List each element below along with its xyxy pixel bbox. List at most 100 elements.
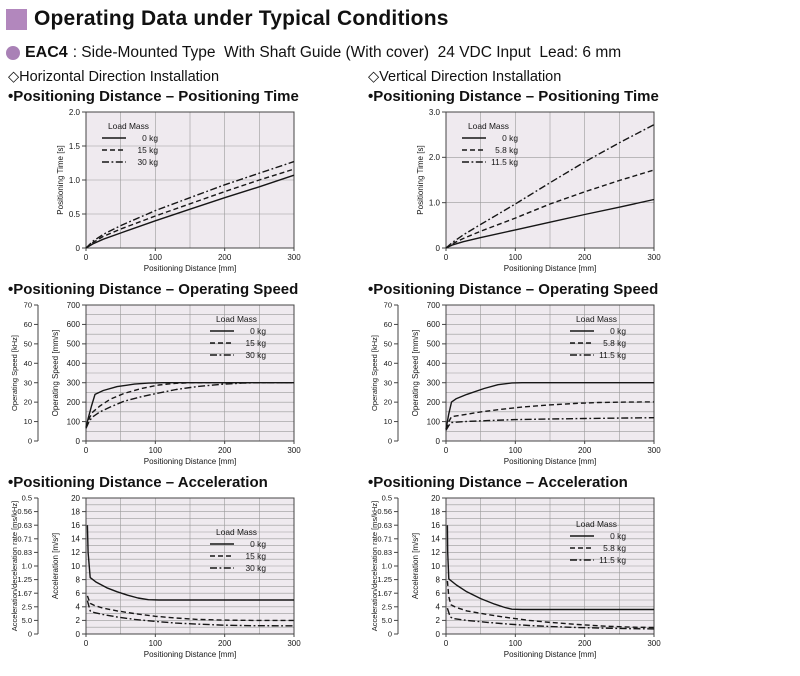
legend-label: 5.8 kg [495, 145, 518, 155]
chart-grid: ◇Horizontal Direction Installation ◇Vert… [6, 69, 792, 664]
outer-axis-tick-label: 0 [28, 630, 32, 639]
x-axis-label: Positioning Distance [mm] [504, 264, 596, 273]
column-header-vertical: ◇Vertical Direction Installation [368, 69, 562, 85]
outer-axis-tick-label: 70 [384, 301, 392, 310]
outer-axis-tick-label: 30 [24, 378, 32, 387]
series-line-11.5-kg [446, 607, 655, 630]
y-tick-label: 0 [436, 244, 441, 253]
y-tick-label: 14 [431, 535, 440, 544]
section-square-marker [6, 8, 27, 30]
page-title: Operating Data under Typical Conditions [34, 7, 449, 30]
x-tick-label: 100 [149, 639, 163, 648]
legend-title: Load Mass [216, 527, 257, 537]
series-line-0-kg [445, 381, 654, 430]
chart-operating-speed-vertical: •Positioning Distance – Operating Speed … [366, 280, 792, 471]
outer-axis-tick-label: 0.56 [17, 507, 32, 516]
y-tick-label: 2 [436, 616, 441, 625]
outer-axis-tick-label: 30 [384, 378, 392, 387]
legend-label: 0 kg [610, 326, 626, 336]
outer-axis-tick-label: 1.0 [22, 562, 32, 571]
y-tick-label: 300 [67, 379, 81, 388]
series-line-11.5-kg [445, 417, 655, 431]
series-line-0-kg [85, 174, 295, 249]
outer-axis-tick-label: 0.63 [377, 521, 392, 530]
plot-border [445, 111, 655, 249]
outer-axis-tick-label: 1.67 [377, 589, 392, 598]
legend-title: Load Mass [108, 121, 149, 131]
y-tick-label: 100 [427, 417, 441, 426]
chart-title: •Positioning Distance – Acceleration [8, 474, 268, 491]
product-subtitle-row: EAC4: Side-Mounted Type With Shaft Guide… [6, 44, 792, 62]
y-axis-label: Positioning Time [s] [416, 145, 425, 214]
series-line-11.5-kg [445, 124, 655, 249]
outer-axis-label: Acceleration/deceleration rate [ms/kHz] [10, 501, 19, 631]
legend-label: 11.5 kg [599, 555, 626, 565]
series-line-0-kg [85, 381, 294, 428]
y-tick-label: 200 [67, 398, 81, 407]
y-tick-label: 16 [71, 521, 80, 530]
legend-label: 15 kg [246, 338, 267, 348]
y-tick-label: 4 [436, 603, 441, 612]
y-tick-label: 10 [431, 562, 440, 571]
x-tick-label: 100 [149, 253, 163, 262]
x-tick-label: 200 [578, 639, 592, 648]
y-tick-label: 200 [427, 398, 441, 407]
x-tick-label: 300 [287, 639, 301, 648]
y-tick-label: 700 [427, 301, 441, 310]
series-line-0-kg [446, 525, 654, 611]
y-tick-label: 1.5 [69, 142, 81, 151]
y-axis-label: Positioning Time [s] [56, 145, 65, 214]
outer-axis-tick-label: 10 [384, 417, 392, 426]
x-tick-label: 0 [444, 639, 449, 648]
series-line-15-kg [85, 381, 294, 428]
y-tick-label: 500 [67, 340, 81, 349]
legend-label: 0 kg [250, 539, 266, 549]
y-tick-label: 4 [76, 603, 81, 612]
x-tick-label: 300 [647, 253, 661, 262]
outer-axis-tick-label: 0 [388, 437, 392, 446]
y-tick-label: 600 [427, 320, 441, 329]
y-tick-label: 2.0 [429, 153, 441, 162]
outer-axis-tick-label: 0.63 [17, 521, 32, 530]
page-title-row: Operating Data under Typical Conditions [6, 7, 792, 31]
outer-axis-tick-label: 5.0 [22, 616, 32, 625]
series-line-0-kg [86, 525, 294, 601]
y-tick-label: 6 [436, 589, 441, 598]
y-tick-label: 2.0 [69, 108, 81, 117]
x-tick-label: 100 [509, 253, 523, 262]
chart-positioning-time-vertical: •Positioning Distance – Positioning Time… [366, 87, 792, 278]
x-tick-label: 200 [218, 253, 232, 262]
y-tick-label: 2 [76, 616, 81, 625]
chart-title-bullet: • [8, 281, 14, 298]
chart-acceleration-horizontal: •Positioning Distance – Acceleration 0 2 4… [6, 473, 366, 664]
y-tick-label: 14 [71, 535, 80, 544]
x-tick-label: 300 [647, 446, 661, 455]
x-tick-label: 100 [149, 446, 163, 455]
outer-axis-tick-label: 50 [384, 339, 392, 348]
x-tick-label: 0 [444, 253, 449, 262]
x-axis-label: Positioning Distance [mm] [144, 457, 236, 466]
product-model: EAC4 [25, 44, 68, 61]
series-line-5.8-kg [446, 580, 655, 629]
y-tick-label: 20 [431, 494, 440, 503]
y-tick-label: 8 [436, 575, 441, 584]
chart-title-bullet: • [368, 88, 374, 105]
x-axis-label: Positioning Distance [mm] [504, 650, 596, 659]
x-tick-label: 200 [578, 446, 592, 455]
chart-title: •Positioning Distance – Acceleration [368, 474, 628, 491]
outer-axis-tick-label: 50 [24, 339, 32, 348]
y-tick-label: 0 [76, 244, 81, 253]
legend-label: 5.8 kg [603, 338, 626, 348]
legend-title: Load Mass [468, 121, 509, 131]
outer-axis-tick-label: 20 [24, 398, 32, 407]
x-axis-label: Positioning Distance [mm] [144, 650, 236, 659]
legend-label: 11.5 kg [599, 350, 626, 360]
outer-axis-tick-label: 0.71 [17, 534, 32, 543]
x-tick-label: 300 [287, 253, 301, 262]
plot-border [445, 304, 655, 442]
outer-axis-tick-label: 60 [24, 320, 32, 329]
y-tick-label: 6 [76, 589, 81, 598]
